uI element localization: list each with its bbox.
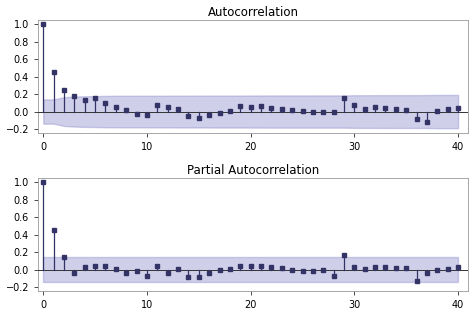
Title: Partial Autocorrelation: Partial Autocorrelation: [187, 164, 319, 177]
Title: Autocorrelation: Autocorrelation: [208, 6, 299, 19]
